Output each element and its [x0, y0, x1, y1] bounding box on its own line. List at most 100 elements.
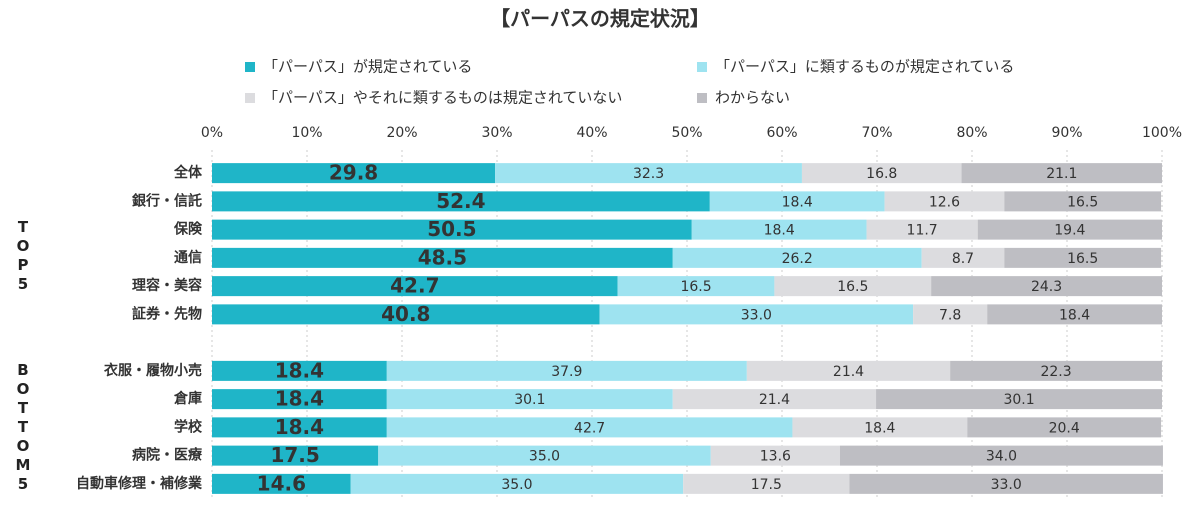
y-tick-label: 全体: [173, 164, 203, 181]
bar-segment: [876, 389, 1162, 410]
value-label: 29.8: [329, 161, 378, 185]
bar-segment: [774, 276, 932, 297]
bar-segment: [386, 360, 747, 381]
bar-segment: [950, 360, 1162, 381]
bar-segment: [386, 417, 793, 438]
x-tick-label: 0%: [201, 125, 223, 141]
value-label: 35.0: [501, 477, 532, 493]
value-label: 16.8: [866, 166, 897, 182]
bar-segment: [672, 247, 922, 268]
y-tick-label: 学校: [174, 418, 203, 435]
legend-swatch: [245, 93, 255, 103]
bar-segment: [921, 247, 1005, 268]
value-label: 16.5: [680, 279, 711, 295]
bar-segment: [691, 219, 867, 240]
bar-segment: [987, 304, 1162, 325]
value-label: 40.8: [381, 302, 430, 326]
legend-swatch: [697, 93, 707, 103]
chart-title: 【パーパスの規定状況】: [490, 7, 710, 31]
bar-segment: [599, 304, 914, 325]
group-label: TOP5: [14, 218, 32, 294]
value-label: 14.6: [257, 471, 306, 495]
value-label: 30.1: [1003, 392, 1034, 408]
y-tick-label: 倉庫: [173, 390, 202, 407]
value-label: 37.9: [551, 364, 582, 380]
value-label: 17.5: [751, 477, 782, 493]
x-tick-label: 70%: [861, 125, 892, 141]
value-label: 13.6: [760, 449, 791, 465]
value-label: 24.3: [1031, 279, 1062, 295]
legend-label: わからない: [715, 89, 790, 107]
value-label: 16.5: [1067, 194, 1098, 210]
value-label: 22.3: [1040, 364, 1071, 380]
bar-segment: [672, 389, 877, 410]
bar-segment: [709, 191, 885, 212]
bar-segment: [617, 276, 775, 297]
y-tick-label: 通信: [174, 249, 202, 266]
value-label: 18.4: [782, 194, 813, 210]
bar-segment: [378, 445, 711, 466]
value-label: 18.4: [1059, 307, 1090, 323]
bar-segment: [967, 417, 1162, 438]
value-label: 18.4: [275, 358, 324, 382]
bar-segment: [913, 304, 988, 325]
y-tick-label: 理容・美容: [132, 277, 202, 294]
x-tick-label: 20%: [386, 125, 417, 141]
value-label: 21.4: [759, 392, 790, 408]
y-tick-label: 銀行・信託: [132, 192, 202, 209]
value-label: 52.4: [436, 189, 485, 213]
value-label: 16.5: [837, 279, 868, 295]
value-label: 18.4: [764, 223, 795, 239]
bar-segment: [849, 473, 1163, 494]
legend-swatch: [245, 62, 255, 72]
value-label: 18.4: [864, 420, 895, 436]
y-tick-label: 証券・先物: [132, 305, 202, 322]
bar-segment: [212, 191, 710, 212]
y-tick-label: 衣服・履物小売: [104, 362, 202, 379]
bar-segment: [792, 417, 968, 438]
x-tick-label: 100%: [1142, 125, 1182, 141]
value-label: 19.4: [1054, 223, 1085, 239]
legend-swatch: [697, 62, 707, 72]
x-tick-label: 60%: [766, 125, 797, 141]
bar-segment: [212, 389, 387, 410]
bar-segment: [977, 219, 1162, 240]
bar-segment: [212, 247, 673, 268]
bar-segment: [212, 360, 387, 381]
value-label: 33.0: [991, 477, 1022, 493]
bar-segment: [350, 473, 684, 494]
bar-segment: [683, 473, 850, 494]
y-tick-label: 自動車修理・補修業: [76, 475, 203, 492]
value-label: 18.4: [275, 415, 324, 439]
value-label: 35.0: [529, 449, 560, 465]
value-label: 30.1: [514, 392, 545, 408]
legend-label: 「パーパス」が規定されている: [263, 58, 472, 76]
bar-segment: [212, 417, 387, 438]
x-tick-label: 30%: [481, 125, 512, 141]
bar-segment: [746, 360, 951, 381]
bar-segment: [931, 276, 1162, 297]
bar-segment: [212, 163, 496, 184]
x-tick-label: 90%: [1051, 125, 1082, 141]
legend-label: 「パーパス」に類するものが規定されている: [715, 58, 1014, 76]
bar-segment: [1004, 247, 1162, 268]
value-label: 32.3: [633, 166, 664, 182]
y-tick-label: 病院・医療: [132, 447, 203, 464]
bar-segment: [212, 276, 618, 297]
bar-segment: [212, 304, 600, 325]
value-label: 48.5: [418, 245, 467, 269]
x-tick-label: 80%: [956, 125, 987, 141]
bar-segment: [866, 219, 978, 240]
value-label: 21.1: [1046, 166, 1077, 182]
x-tick-label: 50%: [671, 125, 702, 141]
value-label: 8.7: [952, 251, 974, 267]
value-label: 12.6: [929, 194, 960, 210]
bar-segment: [884, 191, 1005, 212]
bar-segment: [961, 163, 1162, 184]
group-label: BOTTOM5: [14, 360, 32, 494]
value-label: 34.0: [986, 449, 1017, 465]
value-label: 16.5: [1067, 251, 1098, 267]
value-label: 33.0: [741, 307, 772, 323]
